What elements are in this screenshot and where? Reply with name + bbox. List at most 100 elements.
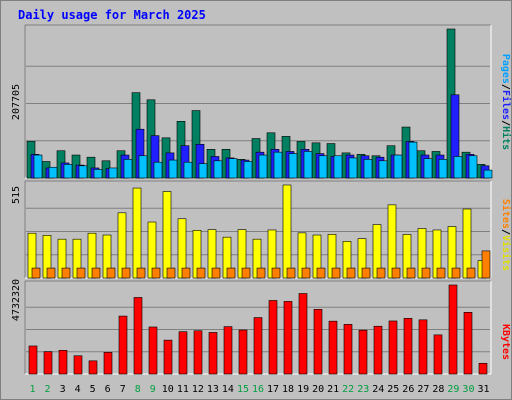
bar-bottom-kbytes-day-13	[208, 332, 218, 375]
bar-bottom-kbytes-day-14	[223, 326, 233, 375]
bar-bottom-kbytes-day-7	[118, 315, 128, 375]
x-tick-label-day-21: 21	[327, 384, 339, 395]
bar-bottom-kbytes-day-27	[418, 319, 428, 375]
bar-top-pages-day-23	[363, 159, 373, 179]
bar-top-pages-day-22	[348, 157, 358, 179]
x-tick-label-day-6: 6	[105, 384, 111, 395]
bar-middle-sites-day-10	[166, 267, 176, 279]
x-tick-label-day-31: 31	[477, 384, 489, 395]
panel-middle-legend: Sites/Visits	[500, 199, 512, 271]
panel-top-ymax-label: 207705	[11, 84, 22, 120]
bar-bottom-kbytes-day-12	[193, 330, 203, 375]
bar-top-pages-day-11	[183, 161, 193, 179]
bar-top-pages-day-3	[63, 164, 73, 179]
bar-top-pages-day-16	[258, 154, 268, 179]
legend-entry: KBytes	[500, 324, 511, 360]
legend-entry: /	[500, 84, 511, 90]
bar-middle-visits-day-10	[162, 191, 172, 279]
panel-top-legend: Pages/Files/Hits	[500, 54, 512, 150]
x-tick-label-day-11: 11	[177, 384, 189, 395]
bar-bottom-kbytes-day-22	[343, 324, 353, 375]
bar-top-pages-day-8	[138, 155, 148, 179]
x-tick-label-day-30: 30	[462, 384, 474, 395]
legend-entry: Hits	[500, 126, 512, 150]
bar-top-pages-day-27	[423, 158, 433, 179]
x-tick-label-day-5: 5	[90, 384, 96, 395]
bar-top-pages-day-5	[93, 169, 103, 179]
bar-middle-sites-day-4	[76, 267, 86, 279]
bar-top-pages-day-10	[168, 159, 178, 179]
bar-middle-sites-day-17	[271, 267, 281, 279]
bar-middle-visits-day-25	[387, 204, 397, 279]
bar-top-pages-day-6	[108, 167, 118, 179]
bar-bottom-kbytes-day-28	[433, 334, 443, 375]
bar-middle-sites-day-13	[211, 267, 221, 279]
bar-middle-sites-day-22	[346, 267, 356, 279]
bar-middle-sites-day-11	[181, 267, 191, 279]
bar-bottom-kbytes-day-4	[73, 355, 83, 375]
bar-middle-sites-day-25	[391, 267, 401, 279]
bar-middle-sites-day-29	[451, 267, 461, 279]
x-tick-label-day-17: 17	[267, 384, 279, 395]
bar-bottom-kbytes-day-24	[373, 325, 383, 375]
bar-middle-sites-day-19	[301, 267, 311, 279]
bar-bottom-kbytes-day-25	[388, 320, 398, 375]
x-tick-label-day-2: 2	[45, 384, 51, 395]
bar-top-pages-day-28	[438, 159, 448, 179]
bar-middle-sites-day-12	[196, 267, 206, 279]
bar-bottom-kbytes-day-6	[103, 352, 113, 375]
x-tick-label-day-13: 13	[207, 384, 219, 395]
bar-bottom-kbytes-day-10	[163, 339, 173, 375]
x-tick-label-day-25: 25	[387, 384, 399, 395]
x-tick-label-day-1: 1	[30, 384, 36, 395]
bar-middle-sites-day-8	[136, 267, 146, 279]
legend-entry: Pages	[500, 54, 511, 84]
bar-middle-sites-day-31	[481, 250, 491, 279]
bar-bottom-kbytes-day-3	[58, 350, 68, 375]
bar-middle-sites-day-24	[376, 267, 386, 279]
bar-top-pages-day-24	[378, 160, 388, 179]
legend-entry: /	[500, 229, 511, 235]
bar-middle-sites-day-21	[331, 267, 341, 279]
bar-middle-sites-day-6	[106, 267, 116, 279]
bar-middle-sites-day-3	[61, 267, 71, 279]
bar-top-pages-day-13	[213, 160, 223, 179]
panel-bottom-legend: KBytes	[500, 324, 511, 360]
bar-top-pages-day-29	[453, 156, 463, 179]
bar-middle-sites-day-14	[226, 267, 236, 279]
x-tick-label-day-12: 12	[192, 384, 204, 395]
bar-bottom-kbytes-day-8	[133, 297, 143, 375]
bar-top-pages-day-26	[408, 141, 418, 179]
bar-bottom-kbytes-day-15	[238, 329, 248, 375]
x-tick-label-day-29: 29	[447, 384, 459, 395]
bar-top-pages-day-18	[288, 153, 298, 179]
bar-top-pages-day-31	[483, 169, 493, 179]
x-tick-label-day-19: 19	[297, 384, 309, 395]
panel-middle-ymax-label: 515	[11, 186, 22, 204]
bar-top-pages-day-19	[303, 151, 313, 179]
bar-middle-sites-day-7	[121, 267, 131, 279]
bar-top-pages-day-7	[123, 159, 133, 179]
bar-middle-sites-day-15	[241, 267, 251, 279]
legend-entry: Sites	[500, 199, 512, 229]
bar-top-pages-day-15	[243, 161, 253, 179]
legend-entry: /	[500, 120, 511, 126]
x-tick-label-day-3: 3	[60, 384, 66, 395]
bar-middle-sites-day-27	[421, 267, 431, 279]
bar-middle-visits-day-30	[462, 208, 472, 279]
bar-top-pages-day-21	[333, 155, 343, 179]
bar-bottom-kbytes-day-26	[403, 318, 413, 375]
chart-panels: 207705Pages/Files/Hits515Sites/Visits473…	[11, 24, 512, 375]
x-tick-label-day-7: 7	[120, 384, 126, 395]
bar-middle-sites-day-20	[316, 267, 326, 279]
bar-middle-sites-day-30	[466, 267, 476, 279]
x-tick-label-day-8: 8	[135, 384, 141, 395]
bar-middle-visits-day-8	[132, 187, 142, 279]
bar-top-pages-day-2	[48, 166, 58, 179]
bar-top-pages-day-9	[153, 161, 163, 179]
bar-top-pages-day-12	[198, 163, 208, 179]
bar-bottom-kbytes-day-31	[478, 362, 488, 375]
bar-bottom-kbytes-day-1	[28, 345, 38, 375]
bar-top-pages-day-20	[318, 155, 328, 179]
bar-bottom-kbytes-day-20	[313, 309, 323, 375]
